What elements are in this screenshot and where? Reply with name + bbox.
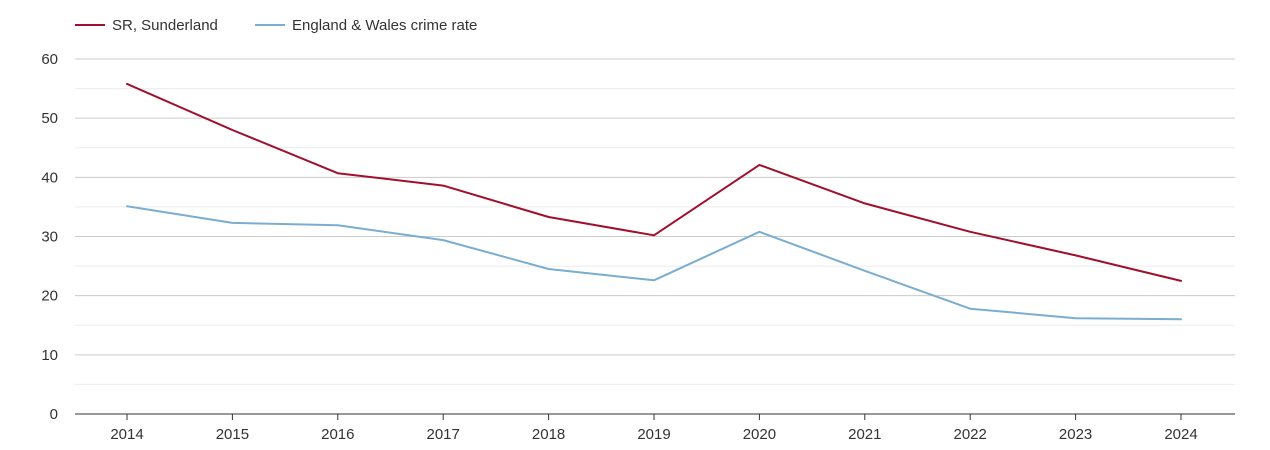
y-tick-label: 40 [41, 169, 58, 186]
y-tick-label: 0 [50, 406, 58, 423]
x-tick-label: 2023 [1059, 426, 1092, 443]
x-tick-label: 2021 [848, 426, 881, 443]
grid [75, 58, 1235, 415]
x-tick-label: 2019 [637, 426, 670, 443]
x-axis: 2014 2015 2016 2017 2018 2019 2020 2021 2022 2023… [110, 414, 1198, 443]
x-tick-label: 2017 [427, 426, 460, 443]
x-tick-label: 2016 [321, 426, 354, 443]
y-axis: 0 10 20 30 40 50 60 [41, 51, 58, 423]
legend-label: SR, Sunderland [112, 17, 218, 34]
y-tick-label: 60 [41, 51, 58, 68]
legend-label: England & Wales crime rate [292, 17, 477, 34]
x-tick-label: 2024 [1164, 426, 1197, 443]
x-tick-label: 2014 [110, 426, 143, 443]
x-tick-label: 2020 [743, 426, 776, 443]
y-tick-label: 10 [41, 347, 58, 364]
series-lines [126, 82, 1182, 321]
series-line-england-wales [126, 205, 1182, 321]
x-tick-label: 2022 [954, 426, 987, 443]
x-tick-label: 2018 [532, 426, 565, 443]
legend: SR, Sunderland England & Wales crime rate [75, 17, 477, 34]
y-tick-label: 20 [41, 288, 58, 305]
y-tick-label: 50 [41, 110, 58, 127]
x-tick-label: 2015 [216, 426, 249, 443]
y-tick-label: 30 [41, 229, 58, 246]
series-line-sunderland [126, 82, 1182, 282]
